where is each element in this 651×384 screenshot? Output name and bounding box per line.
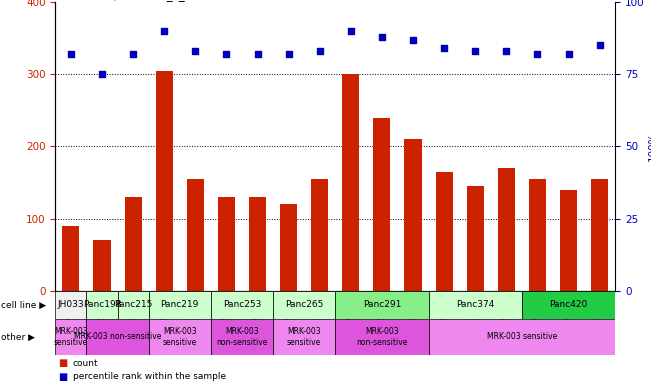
Text: Panc253: Panc253 [223, 300, 261, 310]
Y-axis label: 100%: 100% [647, 132, 651, 161]
Bar [428, 291, 522, 319]
Text: Panc198: Panc198 [83, 300, 121, 310]
Bar [87, 319, 148, 355]
Text: MRK-003
sensitive: MRK-003 sensitive [54, 327, 88, 347]
Text: Panc291: Panc291 [363, 300, 401, 310]
Bar [591, 179, 608, 291]
Text: Panc374: Panc374 [456, 300, 494, 310]
Bar [273, 319, 335, 355]
Bar [335, 319, 428, 355]
Bar [62, 226, 79, 291]
Text: MRK-003
sensitive: MRK-003 sensitive [163, 327, 197, 347]
Point [66, 51, 76, 57]
Point [533, 51, 543, 57]
Bar [148, 319, 211, 355]
Point [470, 48, 480, 54]
Text: ■: ■ [59, 358, 68, 368]
Bar [148, 291, 211, 319]
Point [190, 48, 201, 54]
Point [159, 28, 169, 34]
Text: MRK-003
sensitive: MRK-003 sensitive [287, 327, 322, 347]
Bar [211, 291, 273, 319]
Bar [529, 179, 546, 291]
Bar [560, 190, 577, 291]
Bar [467, 186, 484, 291]
Bar [522, 291, 615, 319]
Text: cell line ▶: cell line ▶ [1, 300, 46, 310]
Point [314, 48, 325, 54]
Point [594, 42, 605, 48]
Text: other ▶: other ▶ [1, 333, 35, 341]
Point [283, 51, 294, 57]
Text: MRK-003 non-sensitive: MRK-003 non-sensitive [74, 333, 161, 341]
Point [439, 45, 449, 51]
Point [221, 51, 232, 57]
Text: GDS4342 / 201512_s_at: GDS4342 / 201512_s_at [55, 0, 197, 1]
Text: ■: ■ [59, 372, 68, 382]
Point [128, 51, 138, 57]
Text: MRK-003
non-sensitive: MRK-003 non-sensitive [356, 327, 408, 347]
Bar [280, 204, 297, 291]
Point [563, 51, 574, 57]
Bar [124, 197, 142, 291]
Bar [498, 168, 515, 291]
Point [97, 71, 107, 77]
Bar [218, 197, 235, 291]
Text: MRK-003
non-sensitive: MRK-003 non-sensitive [216, 327, 268, 347]
Bar [211, 319, 273, 355]
Point [501, 48, 512, 54]
Point [408, 36, 418, 43]
Bar [374, 118, 391, 291]
Text: Panc420: Panc420 [549, 300, 588, 310]
Text: percentile rank within the sample: percentile rank within the sample [73, 372, 226, 381]
Point [346, 28, 356, 34]
Text: MRK-003 sensitive: MRK-003 sensitive [487, 333, 557, 341]
Bar [55, 319, 87, 355]
Bar [249, 197, 266, 291]
Bar [87, 291, 118, 319]
Bar [335, 291, 428, 319]
Bar [187, 179, 204, 291]
Bar [273, 291, 335, 319]
Bar [404, 139, 422, 291]
Text: count: count [73, 359, 98, 368]
Text: JH033: JH033 [57, 300, 84, 310]
Bar [156, 71, 173, 291]
Bar [428, 319, 615, 355]
Point [253, 51, 263, 57]
Point [377, 33, 387, 40]
Bar [94, 240, 111, 291]
Text: Panc219: Panc219 [161, 300, 199, 310]
Bar [436, 172, 452, 291]
Bar [342, 74, 359, 291]
Text: Panc215: Panc215 [114, 300, 152, 310]
Bar [311, 179, 328, 291]
Bar [118, 291, 148, 319]
Text: Panc265: Panc265 [285, 300, 324, 310]
Bar [55, 291, 87, 319]
